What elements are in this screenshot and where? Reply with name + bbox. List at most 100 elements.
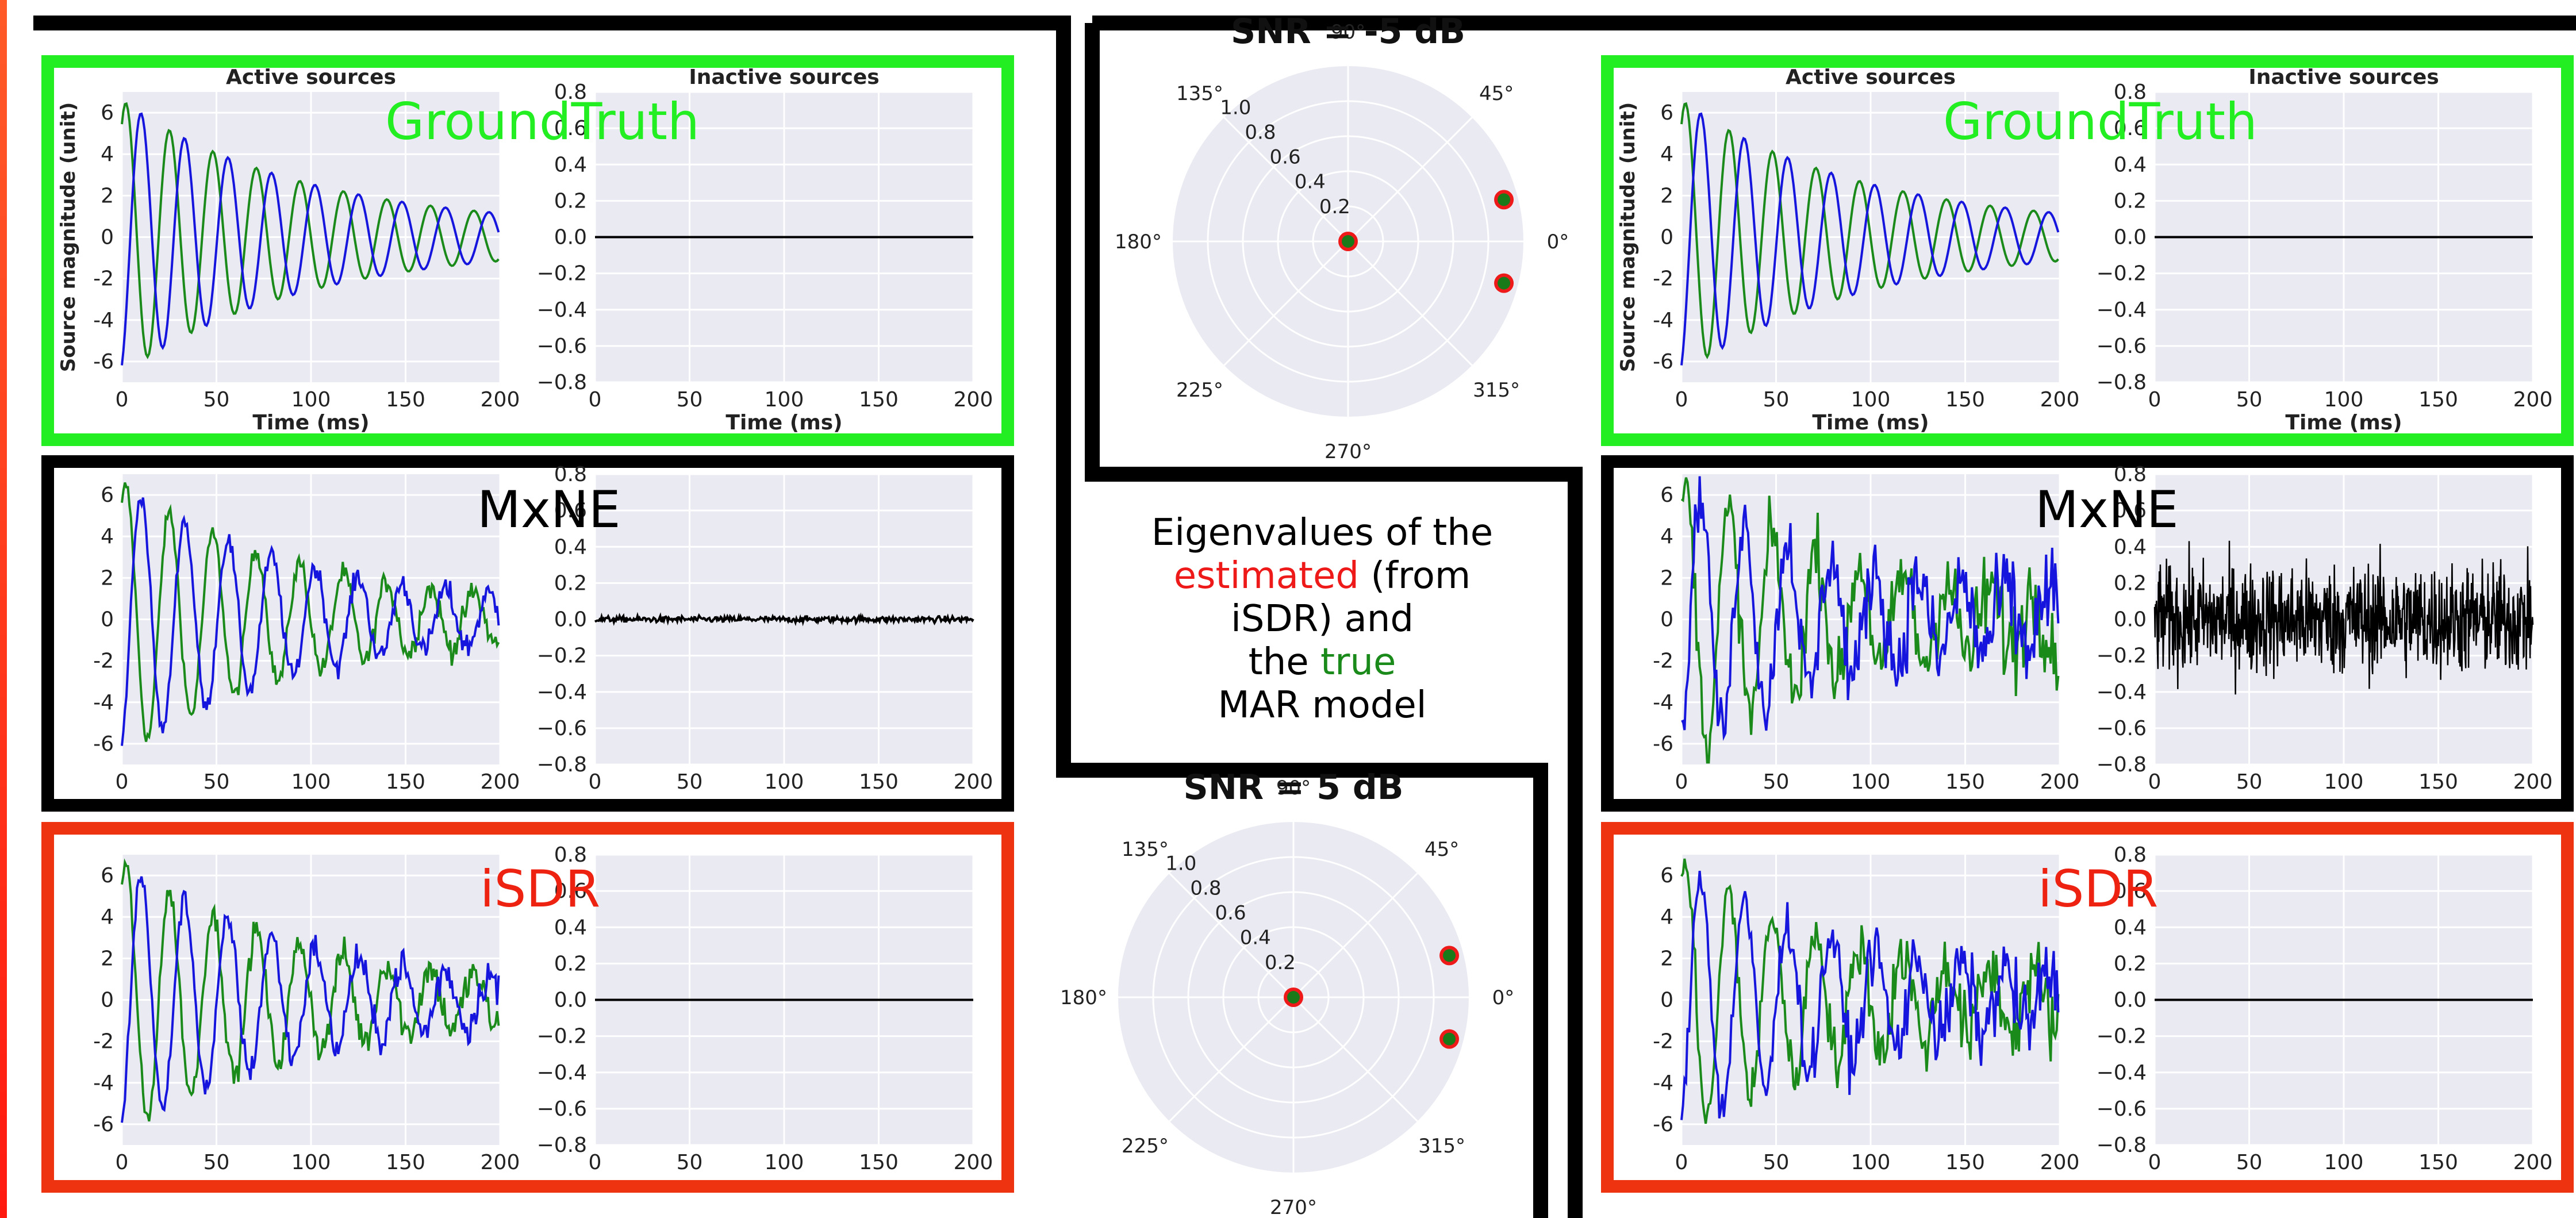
caption-line3: iSDR) and — [1231, 598, 1414, 640]
y-tick-label: 0.2 — [2114, 189, 2147, 213]
y-tick-label: 2 — [101, 947, 114, 970]
y-tick-label: 0.6 — [2114, 117, 2147, 140]
x-tick-label: 200 — [2513, 1151, 2553, 1174]
series-line-green — [121, 482, 500, 742]
x-tick-label: 0 — [1675, 388, 1688, 412]
y-tick-label: 0.6 — [2114, 499, 2147, 522]
series-line-blue — [1681, 476, 2060, 741]
x-tick-label: 200 — [481, 1151, 520, 1174]
caption-word-the: the — [1248, 641, 1321, 683]
y-tick-label: 6 — [101, 864, 114, 887]
y-tick-label: -2 — [1653, 267, 1673, 291]
x-tick-label: 150 — [386, 388, 425, 412]
x-tick-label: 150 — [2418, 1151, 2458, 1174]
right-isdr-active-plot: 0 50 100 150 200 -6 -4 -2 0 2 4 6 — [1653, 855, 2079, 1174]
left-groundtruth-label: GroundTruth — [385, 92, 700, 151]
angle-tick-label: 0° — [1492, 986, 1515, 1009]
y-tick-label: 0.2 — [2114, 952, 2147, 975]
y-tick-label: 0.8 — [554, 80, 587, 104]
series-line-blue — [1680, 112, 2060, 366]
y-tick-label: 0.2 — [554, 952, 587, 975]
angle-tick-label: 270° — [1270, 1196, 1317, 1216]
polar-spoke — [1223, 117, 1349, 243]
y-tick-label: 0.0 — [2114, 226, 2147, 249]
x-tick-label: 100 — [291, 1151, 331, 1174]
caption-line5: MAR model — [1218, 684, 1427, 727]
polar-spoke — [1292, 873, 1418, 998]
x-tick-label: 100 — [1851, 388, 1891, 412]
polar-spoke — [1347, 240, 1473, 366]
y-tick-label: −0.8 — [537, 371, 587, 394]
polar-spoke — [1223, 240, 1349, 366]
right-mxne-frame — [1601, 455, 2574, 812]
y-tick-label: -6 — [93, 732, 114, 756]
y-tick-label: 0.2 — [2114, 571, 2147, 595]
right-mxne-active-plot: 0 50 100 150 200 -6 -4 -2 0 2 4 6 — [1653, 474, 2079, 794]
right-isdr-frame — [1601, 822, 2574, 1193]
y-tick-label: 0.8 — [2114, 463, 2147, 486]
y-tick-label: 0 — [101, 226, 114, 249]
caption-line2: estimated (from — [1098, 555, 1546, 598]
radial-tick-label: 1.0 — [1165, 852, 1196, 875]
caption-word-estimated: estimated — [1173, 555, 1359, 597]
subplot-title: Inactive sources — [2248, 66, 2439, 89]
x-tick-label: 50 — [2236, 388, 2263, 412]
y-tick-label: 0.6 — [554, 879, 587, 903]
angle-tick-label: 135° — [1122, 838, 1169, 861]
series-line-green — [121, 858, 500, 1122]
y-tick-label: 0.0 — [554, 989, 587, 1012]
y-tick-label: -2 — [93, 267, 114, 291]
left-accent-stripe — [0, 0, 7, 1218]
series-line-green — [1680, 102, 2059, 359]
y-tick-label: 2 — [1660, 184, 1673, 208]
radial-tick-label: 0.6 — [1215, 902, 1246, 925]
eigenvalue-marker-true — [1443, 949, 1456, 962]
x-tick-label: 200 — [481, 388, 520, 412]
y-tick-label: 0.2 — [554, 189, 587, 213]
caption-word-true: true — [1320, 641, 1396, 683]
x-tick-label: 50 — [1763, 1151, 1790, 1174]
radial-tick-label: 0.4 — [1295, 171, 1326, 194]
x-tick-label: 0 — [589, 770, 602, 794]
polar-spoke — [1292, 996, 1418, 1122]
eigenvalue-marker-true — [1498, 193, 1511, 206]
x-tick-label: 0 — [2148, 770, 2162, 794]
x-tick-label: 0 — [116, 770, 129, 794]
y-tick-label: 2 — [101, 184, 114, 208]
y-tick-label: -6 — [1653, 732, 1673, 756]
x-tick-label: 0 — [1675, 1151, 1688, 1174]
y-tick-label: -4 — [93, 309, 114, 332]
y-tick-label: 0.4 — [554, 153, 587, 176]
right-isdr-label: iSDR — [2038, 859, 2159, 919]
y-tick-label: 2 — [1660, 566, 1673, 590]
x-tick-label: 50 — [677, 1151, 703, 1174]
polar-axes: 0° 45° 90° 135° 180° 225° 270° 315° 0.20.40.60.8… — [1060, 773, 1514, 1216]
right-mxne-label: MxNE — [2035, 480, 2179, 539]
angle-tick-label: 225° — [1176, 379, 1223, 402]
radial-tick-label: 0.4 — [1240, 927, 1271, 950]
x-tick-label: 150 — [1945, 388, 1985, 412]
y-tick-label: 0.4 — [554, 535, 587, 559]
y-tick-label: −0.6 — [537, 717, 587, 740]
y-tick-label: -4 — [93, 1071, 114, 1095]
y-tick-label: 6 — [1660, 864, 1673, 887]
y-tick-label: −0.6 — [537, 335, 587, 358]
y-tick-label: -6 — [93, 350, 114, 374]
polar-plot-snr-minus5: 0° 45° 90° 135° 180° 225° 270° 315° 0.20.40.60.8… — [1115, 17, 1569, 460]
y-tick-label: 0 — [101, 989, 114, 1012]
x-axis-label: Time (ms) — [725, 411, 842, 435]
angle-tick-label: 0° — [1547, 230, 1569, 253]
angle-tick-label: 180° — [1060, 986, 1107, 1009]
x-tick-label: 0 — [1675, 770, 1688, 794]
y-tick-label: 0.6 — [554, 117, 587, 140]
x-tick-label: 150 — [1945, 770, 1985, 794]
y-tick-label: −0.4 — [2097, 1061, 2147, 1085]
radial-tick-label: 1.0 — [1220, 96, 1251, 119]
y-tick-label: −0.6 — [2097, 335, 2147, 358]
caption-after-estimated: (from — [1359, 555, 1471, 597]
x-tick-label: 150 — [1945, 1151, 1985, 1174]
x-tick-label: 50 — [2236, 1151, 2263, 1174]
angle-tick-label: 315° — [1418, 1135, 1465, 1158]
angle-tick-label: 225° — [1122, 1135, 1169, 1158]
